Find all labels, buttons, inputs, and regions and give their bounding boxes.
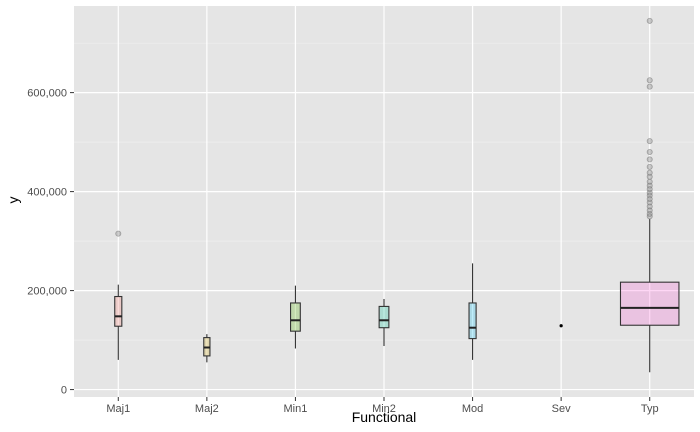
box-sev <box>559 324 563 328</box>
x-tick-label: Maj1 <box>106 403 130 415</box>
y-tick-label: 0 <box>61 385 67 397</box>
box-mod <box>468 263 477 360</box>
outlier-point <box>646 17 653 24</box>
y-tick-label: 600,000 <box>27 88 67 100</box>
x-tick-label: Min2 <box>372 403 396 415</box>
outlier-point <box>646 83 653 90</box>
y-axis: 0 200,000 400,000 600,000 <box>27 88 74 397</box>
box-typ <box>619 17 680 373</box>
box-maj2 <box>203 334 211 363</box>
box-min1 <box>290 285 301 349</box>
outlier-point <box>646 178 653 185</box>
box-point <box>559 324 563 328</box>
boxes-layer <box>114 17 680 373</box>
box-iqr <box>114 295 123 327</box>
box-iqr <box>378 305 390 329</box>
outlier-point <box>646 163 653 170</box>
outlier-point <box>646 77 653 84</box>
outlier-point <box>646 149 653 156</box>
box-min2 <box>378 299 390 347</box>
y-axis-title: y <box>5 197 21 204</box>
x-axis-title: Functional <box>352 409 417 425</box>
x-tick-label: Sev <box>552 403 571 415</box>
x-tick-label: Typ <box>641 403 659 415</box>
x-axis: Maj1 Maj2 Min1 Min2 Mod Sev Typ <box>106 397 659 415</box>
x-tick-label: Mod <box>462 403 483 415</box>
outlier-point <box>646 138 653 145</box>
box-iqr <box>619 281 680 326</box>
box-maj1 <box>114 230 123 360</box>
x-tick-label: Maj2 <box>195 403 219 415</box>
y-tick-label: 400,000 <box>27 187 67 199</box>
outlier-point <box>646 169 653 176</box>
outlier-point <box>646 156 653 163</box>
box-iqr <box>290 302 301 332</box>
x-tick-label: Min1 <box>284 403 308 415</box>
y-tick-label: 200,000 <box>27 286 67 298</box>
box-iqr <box>468 302 477 340</box>
outlier-point <box>115 230 122 237</box>
